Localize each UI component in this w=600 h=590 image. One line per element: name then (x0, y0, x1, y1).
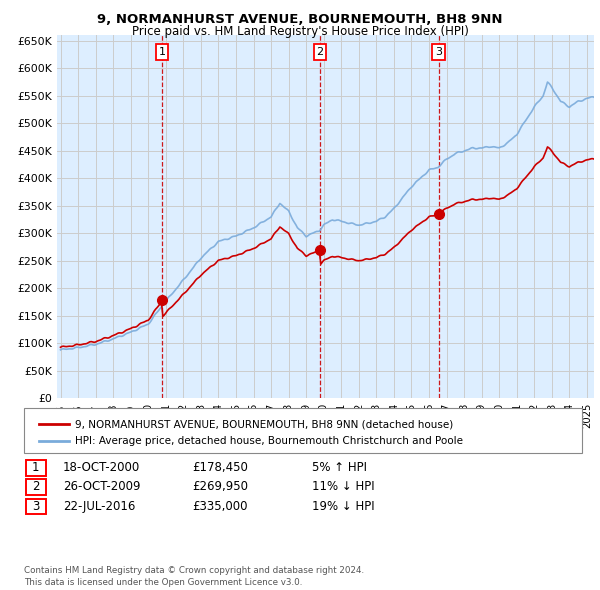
Text: Price paid vs. HM Land Registry's House Price Index (HPI): Price paid vs. HM Land Registry's House … (131, 25, 469, 38)
Text: Contains HM Land Registry data © Crown copyright and database right 2024.
This d: Contains HM Land Registry data © Crown c… (24, 566, 364, 587)
Text: 9, NORMANHURST AVENUE, BOURNEMOUTH, BH8 9NN: 9, NORMANHURST AVENUE, BOURNEMOUTH, BH8 … (97, 13, 503, 26)
Text: 1: 1 (158, 47, 166, 57)
Text: £269,950: £269,950 (192, 480, 248, 493)
Text: 22-JUL-2016: 22-JUL-2016 (63, 500, 136, 513)
Text: £178,450: £178,450 (192, 461, 248, 474)
Text: 3: 3 (32, 500, 39, 513)
Text: 1: 1 (32, 461, 39, 474)
Text: £335,000: £335,000 (192, 500, 248, 513)
Text: 3: 3 (435, 47, 442, 57)
Text: HPI: Average price, detached house, Bournemouth Christchurch and Poole: HPI: Average price, detached house, Bour… (75, 436, 463, 445)
Text: 26-OCT-2009: 26-OCT-2009 (63, 480, 140, 493)
Text: 11% ↓ HPI: 11% ↓ HPI (312, 480, 374, 493)
Text: 19% ↓ HPI: 19% ↓ HPI (312, 500, 374, 513)
Text: 9, NORMANHURST AVENUE, BOURNEMOUTH, BH8 9NN (detached house): 9, NORMANHURST AVENUE, BOURNEMOUTH, BH8 … (75, 419, 453, 429)
Text: 18-OCT-2000: 18-OCT-2000 (63, 461, 140, 474)
Text: 2: 2 (317, 47, 323, 57)
Text: 5% ↑ HPI: 5% ↑ HPI (312, 461, 367, 474)
Text: 2: 2 (32, 480, 39, 493)
